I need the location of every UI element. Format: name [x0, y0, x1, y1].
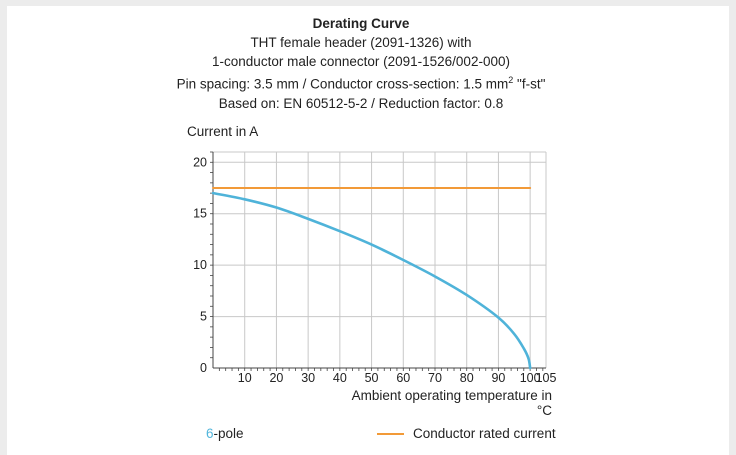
x-tick-label: 30 — [301, 371, 315, 385]
legend-pole-number: 6 — [206, 426, 214, 441]
conductor-type-text: "f-st" — [513, 76, 546, 92]
x-tick-label: 60 — [396, 371, 410, 385]
legend-rated-swatch — [377, 432, 404, 435]
derating-curve-line — [211, 191, 532, 370]
x-axis-title: Ambient operating temperature in °C — [351, 388, 552, 418]
chart-title: Derating Curve — [312, 16, 410, 31]
x-tick-label: 20 — [269, 371, 283, 385]
y-tick-label: 15 — [193, 207, 207, 221]
chart-subtitle-line2: 1-conductor male connector (2091-1526/00… — [212, 54, 510, 69]
square-superscript: 2 — [508, 75, 514, 85]
x-tick-label: 90 — [491, 371, 505, 385]
y-tick-label: 0 — [200, 361, 207, 375]
chart-subtitle-line4: Based on: EN 60512-5-2 / Reduction facto… — [218, 95, 504, 111]
spacing-text: Pin spacing: 3.5 mm / Conductor cross-se… — [176, 76, 509, 92]
x-tick-label: 10 — [238, 371, 252, 385]
legend-rated-current: Conductor rated current — [377, 426, 556, 441]
chart-card — [7, 6, 729, 455]
x-tick-label: 105 — [536, 371, 557, 385]
y-tick-label: 10 — [193, 258, 207, 272]
chart-subtitle-line3: Pin spacing: 3.5 mm / Conductor cross-se… — [0, 71, 722, 94]
legend-rated-label: Conductor rated current — [413, 426, 556, 441]
chart-subtitle-line1: THT female header (2091-1326) with — [250, 35, 472, 50]
x-tick-label: 50 — [365, 371, 379, 385]
legend-pole: 6-pole — [206, 426, 244, 441]
y-tick-label: 20 — [193, 155, 207, 169]
chart-header: Derating Curve THT female header (2091-1… — [0, 14, 722, 113]
y-tick-label: 5 — [200, 310, 207, 324]
x-tick-label: 80 — [460, 371, 474, 385]
y-axis-title: Current in A — [187, 124, 259, 139]
legend-pole-suffix: -pole — [213, 426, 244, 441]
x-tick-label: 100 — [520, 371, 541, 385]
x-tick-label: 40 — [333, 371, 347, 385]
x-tick-label: 70 — [428, 371, 442, 385]
